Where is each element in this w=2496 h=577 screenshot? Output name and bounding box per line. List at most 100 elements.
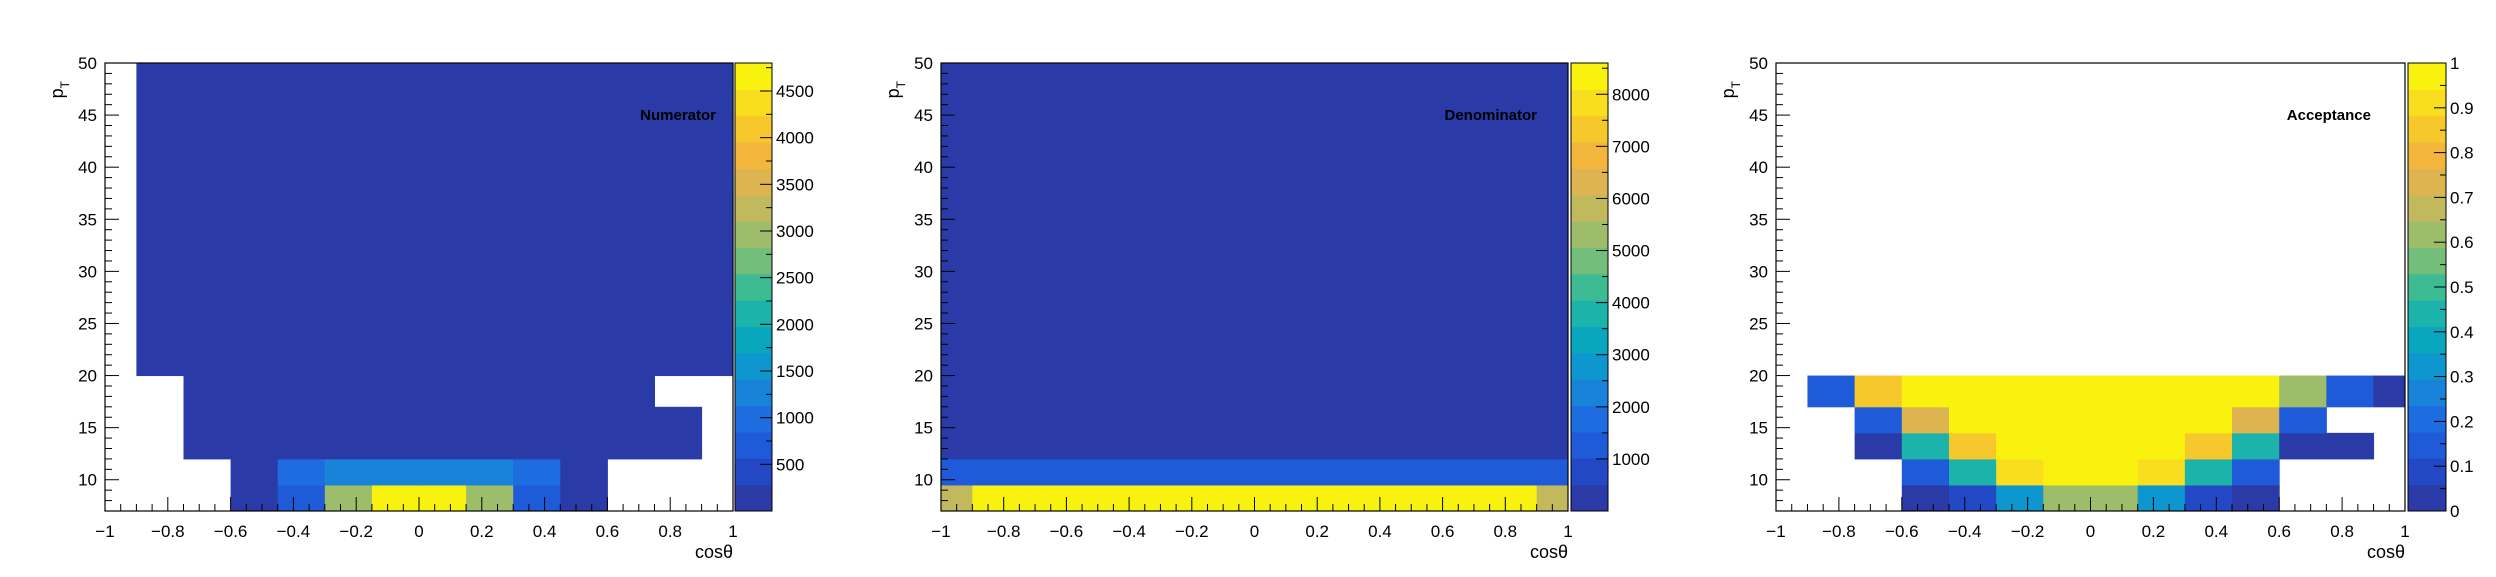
heatmap-cell (1901, 484, 1950, 512)
heatmap-cell (2232, 432, 2280, 460)
heatmap-cell (513, 458, 561, 486)
color-scale-label: 0.3 (2450, 368, 2474, 387)
heatmap-cell (2090, 458, 2139, 486)
heatmap-cell (324, 484, 373, 512)
heatmap-cell (2184, 432, 2233, 460)
y-tick-label: 45 (1749, 106, 1768, 125)
color-scale-band (735, 89, 772, 117)
heatmap-cell (277, 484, 326, 512)
heatmap-cell (1807, 375, 1856, 408)
color-scale-band (1571, 431, 1608, 459)
color-scale-band (1571, 115, 1608, 143)
x-tick-label: 0 (414, 522, 423, 541)
color-scale-band (1571, 352, 1608, 380)
heatmap-cell (419, 458, 467, 486)
heatmap-cell (1901, 375, 1950, 408)
x-tick-label: −0.4 (1112, 522, 1146, 541)
heatmap-cell (371, 406, 420, 460)
color-scale-band (735, 273, 772, 301)
y-tick-label: 20 (914, 367, 933, 386)
x-tick-label: −0.2 (1175, 522, 1209, 541)
heatmap-cell (2137, 458, 2186, 486)
color-scale-band (735, 142, 772, 169)
heatmap-cell (230, 63, 279, 377)
color-scale-label: 500 (776, 455, 804, 474)
color-scale-label: 0.5 (2450, 278, 2474, 297)
color-scale-label: 1000 (776, 409, 814, 428)
heatmap-cell (419, 63, 467, 377)
color-scale-band (735, 379, 772, 407)
color-scale-band (2408, 379, 2446, 407)
x-tick-label: 0.4 (533, 522, 557, 541)
heatmap-cell (1536, 63, 1569, 460)
heatmap-cell (2279, 432, 2327, 460)
heatmap-cell (2326, 375, 2375, 408)
heatmap-cell (277, 406, 326, 460)
heatmap-cell (324, 375, 373, 408)
color-scale-label: 2500 (776, 269, 814, 288)
color-scale-band (2408, 458, 2446, 486)
color-scale-label: 5000 (1612, 242, 1650, 261)
heatmap-cell (1948, 458, 1997, 486)
heatmap-cell (2043, 432, 2091, 460)
y-tick-label: 10 (78, 471, 97, 490)
x-tick-label: −0.8 (987, 522, 1021, 541)
heatmap-cell (1948, 375, 1997, 408)
color-scale-label: 1500 (776, 362, 814, 381)
color-scale-band (735, 484, 772, 512)
heatmap-cell (1948, 432, 1997, 460)
color-scale-band (735, 247, 772, 275)
color-scale-label: 0.2 (2450, 412, 2474, 431)
x-axis-label: cosθ (2367, 542, 2405, 562)
heatmap-cell (2373, 375, 2406, 408)
heatmap-cells (136, 63, 734, 512)
x-tick-label: −0.2 (2011, 522, 2045, 541)
heatmap-cell (466, 458, 514, 486)
heatmap-cell (371, 458, 420, 486)
heatmap-cell (466, 375, 514, 408)
color-scale-band (1571, 168, 1608, 196)
heatmap-cell (2137, 432, 2186, 460)
panel-title: Acceptance (2287, 107, 2371, 124)
x-tick-label: −1 (931, 522, 950, 541)
color-scale-label: 1 (2450, 54, 2459, 73)
y-axis: 10 15 20 25 30 35 40 45 50 pT (1718, 54, 1790, 512)
color-scale-label: 4500 (776, 82, 814, 101)
color-scale-band (1571, 379, 1608, 407)
color-scale-band (735, 326, 772, 354)
color-scale-label: 6000 (1612, 189, 1650, 208)
heatmap-cell (654, 63, 703, 377)
y-axis-label-main: p (47, 88, 67, 98)
y-tick-label: 15 (914, 419, 933, 438)
heatmap-cell (277, 63, 326, 377)
heatmap-cell (560, 375, 608, 408)
color-scale-band (735, 431, 772, 459)
heatmap-cell (1536, 458, 1569, 486)
y-tick-label: 10 (914, 471, 933, 490)
heatmap-cell (230, 484, 279, 512)
x-tick-label: 0.6 (1431, 522, 1455, 541)
heatmap-cell (2137, 484, 2186, 512)
heatmap-cell (2232, 375, 2280, 408)
color-scale-label: 0.8 (2450, 144, 2474, 163)
color-scale-band (2408, 352, 2446, 380)
heatmap-cell (513, 63, 561, 377)
color-scale-band (1571, 326, 1608, 354)
y-tick-label: 25 (1749, 314, 1768, 333)
color-scale-band (1571, 247, 1608, 275)
y-axis-label-main: p (1718, 88, 1738, 98)
y-axis: 10 15 20 25 30 35 40 45 50 pT (883, 54, 955, 512)
x-tick-label: 0.2 (1305, 522, 1329, 541)
color-scale-band (2408, 168, 2446, 196)
heatmap-cell (2090, 406, 2139, 434)
color-scale-band (1571, 458, 1608, 486)
heatmap-cell (466, 484, 514, 512)
heatmap-cell (2090, 484, 2139, 512)
color-scale-band (1571, 405, 1608, 433)
heatmap-cell (371, 63, 420, 377)
heatmap-cell (2279, 375, 2327, 408)
